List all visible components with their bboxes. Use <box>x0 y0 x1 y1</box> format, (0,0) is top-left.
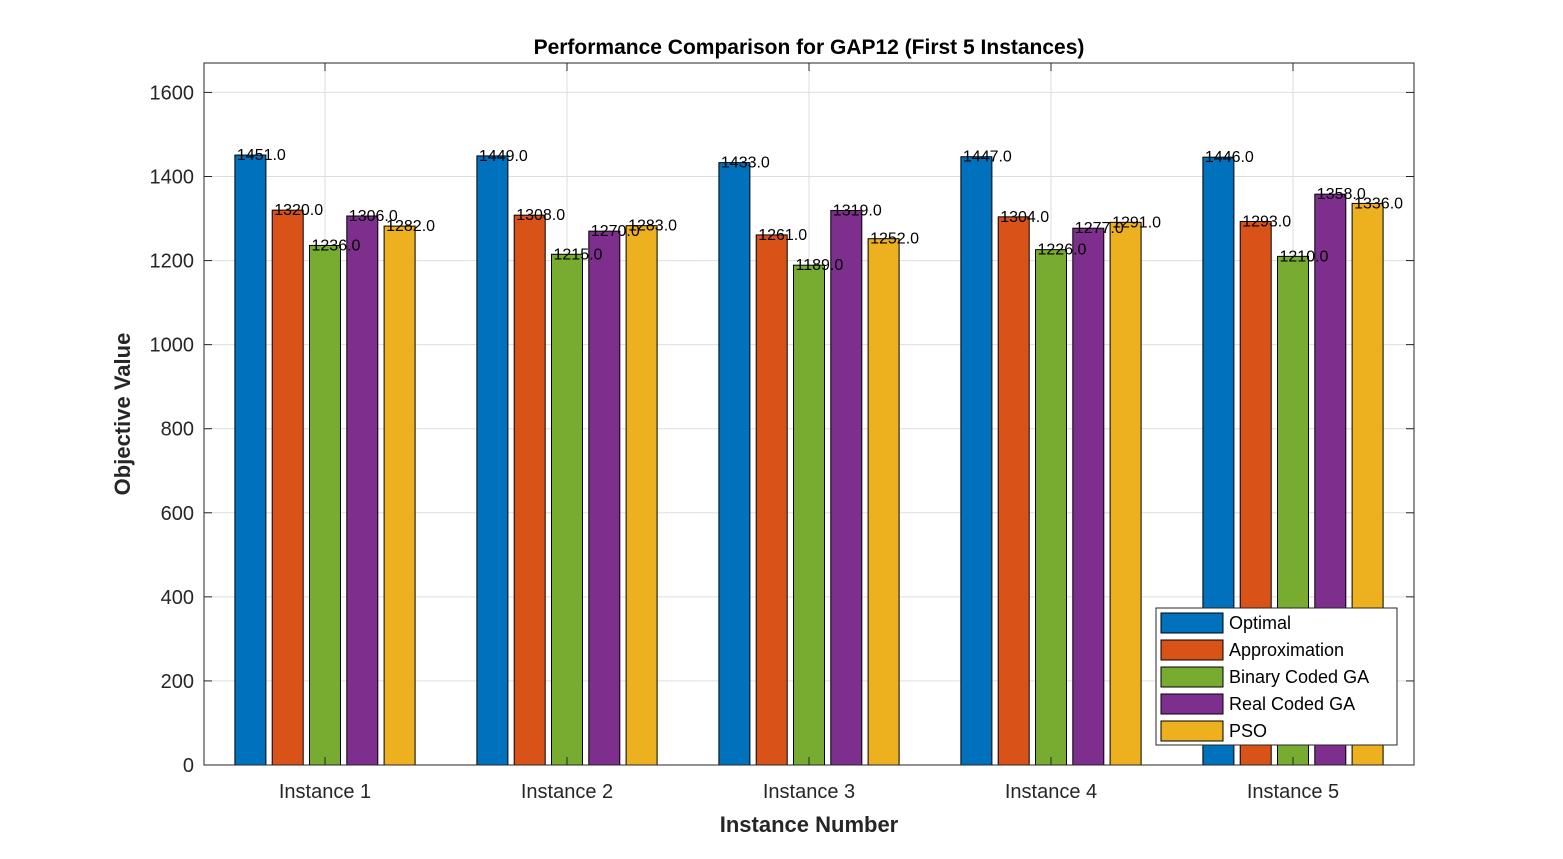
data-label: 1236.0 <box>312 237 361 254</box>
legend-entry: Real Coded GA <box>1229 694 1355 714</box>
bar <box>234 154 267 766</box>
data-label: 1358.0 <box>1317 186 1366 203</box>
x-tick-label: Instance 5 <box>1247 781 1339 803</box>
bar <box>476 155 509 766</box>
bar <box>1072 227 1105 766</box>
data-label: 1252.0 <box>870 231 919 248</box>
legend-swatch <box>1160 720 1224 742</box>
x-axis-label: Instance Number <box>720 812 899 837</box>
legend-entry: Optimal <box>1229 613 1291 633</box>
data-label: 1283.0 <box>628 218 677 235</box>
bar <box>867 238 900 766</box>
data-label: 1304.0 <box>1000 209 1049 226</box>
legend-swatch <box>1160 693 1224 715</box>
bar <box>1035 249 1067 766</box>
data-label: 1210.0 <box>1280 248 1329 265</box>
data-label: 1261.0 <box>758 227 807 244</box>
legend-swatch <box>1160 612 1224 634</box>
bar <box>271 209 304 766</box>
data-label: 1336.0 <box>1354 195 1403 212</box>
y-tick-label: 400 <box>161 587 194 609</box>
legend-entry: PSO <box>1229 721 1267 741</box>
y-tick-label: 800 <box>161 419 194 441</box>
data-label: 1293.0 <box>1242 213 1291 230</box>
bar <box>551 253 583 766</box>
y-axis-label: Objective Value <box>110 333 135 496</box>
y-tick-label: 1600 <box>150 82 195 104</box>
data-label: 1433.0 <box>721 155 770 172</box>
data-label: 1306.0 <box>349 208 398 225</box>
bar <box>793 264 825 766</box>
bar <box>383 225 416 766</box>
y-tick-label: 600 <box>161 503 194 525</box>
legend-swatch <box>1160 639 1224 661</box>
data-label: 1282.0 <box>386 218 435 235</box>
data-label: 1291.0 <box>1112 214 1161 231</box>
y-tick-label: 0 <box>183 755 194 777</box>
data-label: 1226.0 <box>1038 242 1087 259</box>
bar <box>309 244 341 766</box>
bar <box>513 214 546 766</box>
legend: Optimal Approximation Binary Coded GA Real … <box>1155 607 1398 746</box>
bar <box>1109 221 1142 766</box>
data-label: 1270.0 <box>591 223 640 240</box>
bar <box>755 234 788 766</box>
legend-entry: Binary Coded GA <box>1229 667 1369 687</box>
data-label: 1215.0 <box>554 246 603 263</box>
ticks: 0 200 400 600 800 1000 1200 1400 1600 Instance 1 I… <box>150 63 1414 803</box>
data-labels: 1451.0 1449.0 1433.0 1447.0 1446.0 1320.0 1308… <box>237 147 1403 274</box>
y-tick-label: 1400 <box>150 166 195 188</box>
bar <box>625 225 658 766</box>
data-label: 1446.0 <box>1205 149 1254 166</box>
y-tick-label: 1200 <box>150 251 195 273</box>
bars <box>234 154 1384 766</box>
data-label: 1320.0 <box>274 202 323 219</box>
bar <box>997 216 1030 766</box>
x-tick-label: Instance 3 <box>763 781 855 803</box>
x-tick-label: Instance 1 <box>279 781 371 803</box>
data-label: 1447.0 <box>963 149 1012 166</box>
x-tick-label: Instance 2 <box>521 781 613 803</box>
bar <box>960 156 993 766</box>
bar <box>830 210 863 766</box>
legend-swatch <box>1160 666 1224 688</box>
data-label: 1449.0 <box>479 148 528 165</box>
legend-entry: Approximation <box>1229 640 1344 660</box>
data-label: 1308.0 <box>516 207 565 224</box>
bar <box>588 230 621 766</box>
data-label: 1189.0 <box>796 257 844 274</box>
data-label: 1451.0 <box>237 147 286 164</box>
y-tick-label: 1000 <box>150 335 195 357</box>
bar <box>718 162 751 766</box>
y-tick-label: 200 <box>161 671 194 693</box>
chart-title: Performance Comparison for GAP12 (First … <box>534 36 1085 59</box>
bar <box>346 215 379 766</box>
x-tick-label: Instance 4 <box>1005 781 1097 803</box>
data-label: 1319.0 <box>833 203 882 220</box>
data-label: 1277.0 <box>1075 220 1124 237</box>
